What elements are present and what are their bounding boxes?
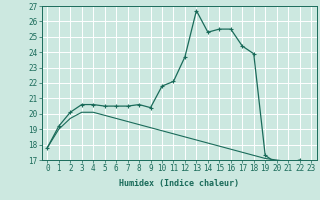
X-axis label: Humidex (Indice chaleur): Humidex (Indice chaleur)	[119, 179, 239, 188]
